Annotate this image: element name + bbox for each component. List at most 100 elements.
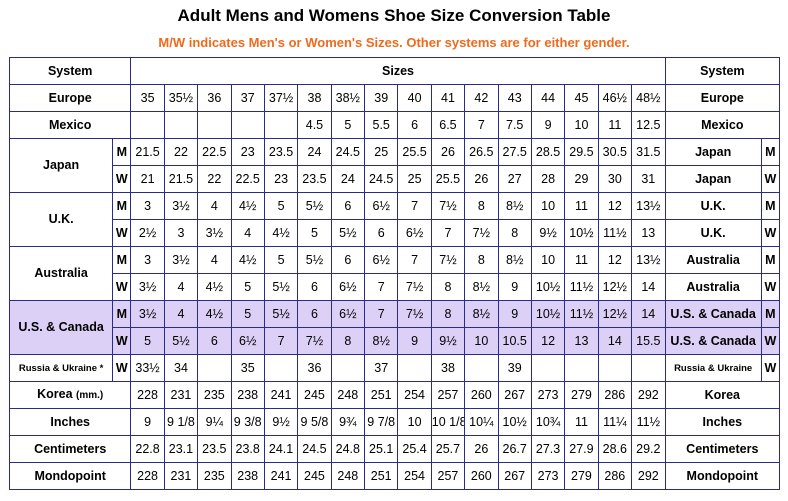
size-cell: 23.1 xyxy=(163,435,199,463)
size-cell: 9 xyxy=(497,273,532,301)
size-cell: 25.5 xyxy=(430,165,466,193)
size-cell: 248 xyxy=(330,462,366,490)
gender-cell-right: W xyxy=(760,327,781,355)
size-cell: 8 xyxy=(497,219,532,247)
size-cell xyxy=(464,354,499,382)
size-cell: 22.5 xyxy=(230,165,265,193)
row-label: Korea (mm.) xyxy=(8,381,132,409)
size-cell: 46½ xyxy=(597,84,633,112)
size-cell xyxy=(631,354,666,382)
size-cell: 15.5 xyxy=(631,327,666,355)
size-cell: 267 xyxy=(497,462,532,490)
size-cell: 3½ xyxy=(163,192,199,220)
size-cell: 9 7/8 xyxy=(364,408,399,436)
table-row: Mondopoint 228 231 235 238 241 245 248 251 254 257… xyxy=(8,462,781,490)
size-cell: 4 xyxy=(197,246,232,274)
size-cell: 22 xyxy=(197,165,232,193)
size-cell: 14 xyxy=(597,327,633,355)
size-cell: 11 xyxy=(564,408,599,436)
size-cell: 6 xyxy=(297,273,332,301)
size-cell: 8½ xyxy=(464,300,499,328)
size-cell: 10½ xyxy=(530,273,566,301)
size-cell: 22.5 xyxy=(197,138,232,166)
size-cell: 24.5 xyxy=(297,435,332,463)
size-cell xyxy=(530,354,566,382)
size-cell: 25.1 xyxy=(364,435,399,463)
size-cell: 5½ xyxy=(297,246,332,274)
row-label-right: U.S. & Canada xyxy=(664,300,762,328)
size-cell: 28.6 xyxy=(597,435,633,463)
size-cell: 5 xyxy=(263,192,299,220)
size-cell: 10½ xyxy=(497,408,532,436)
size-cell: 8 xyxy=(330,327,366,355)
page-title: Adult Mens and Womens Shoe Size Conversi… xyxy=(177,6,611,25)
size-cell: 37½ xyxy=(263,84,299,112)
size-cell: 4 xyxy=(197,192,232,220)
size-cell: 23 xyxy=(263,165,299,193)
table-row: W 2½ 3 3½ 4 4½ 5 5½ 6 6½ 7 7½ 8 9½ 10½ 11½ 13 U.K. W xyxy=(10,219,781,247)
size-cell: 38½ xyxy=(330,84,366,112)
row-label-right: Korea xyxy=(664,381,781,409)
size-cell: 21.5 xyxy=(163,165,199,193)
size-cell: 8½ xyxy=(464,273,499,301)
gender-cell-right: W xyxy=(760,165,781,193)
size-cell: 25 xyxy=(397,165,432,193)
size-cell: 11 xyxy=(564,246,599,274)
size-cell: 6 xyxy=(197,327,232,355)
row-label: Russia & Ukraine * xyxy=(8,354,114,382)
table-row: Australia M 3 3½ 4 4½ 5 5½ 6 6½ 7 7½ 8 8½ 10 11 12 13½ Aus… xyxy=(8,246,781,301)
size-cell: 257 xyxy=(430,462,466,490)
size-cell: 10 xyxy=(530,246,566,274)
size-cell: 4½ xyxy=(230,246,265,274)
size-cell: 37 xyxy=(364,354,399,382)
size-cell: 29 xyxy=(564,165,599,193)
size-cell: 279 xyxy=(564,381,599,409)
size-cell: 33½ xyxy=(130,354,165,382)
size-cell: 9½ xyxy=(430,327,466,355)
size-cell: 28.5 xyxy=(530,138,566,166)
size-cell: 241 xyxy=(263,381,299,409)
size-cell: 41 xyxy=(430,84,466,112)
gender-cell: M xyxy=(112,192,132,220)
size-cell: 38 xyxy=(297,84,332,112)
size-cell xyxy=(263,354,299,382)
size-cell: 5 xyxy=(230,300,265,328)
size-cell: 9½ xyxy=(263,408,299,436)
size-cell: 10 xyxy=(564,111,599,139)
size-cell: 292 xyxy=(631,381,666,409)
gender-cell: W xyxy=(112,327,132,355)
row-label: Inches xyxy=(8,408,132,436)
size-cell xyxy=(130,111,165,139)
size-cell: 5 xyxy=(230,273,265,301)
size-cell: 10¾ xyxy=(530,408,566,436)
size-cell: 6½ xyxy=(230,327,265,355)
row-label-text: Korea xyxy=(37,387,73,401)
size-cell: 7.5 xyxy=(497,111,532,139)
table-row: U.S. & Canada M 3½ 4 4½ 5 5½ 6 6½ 7 7½ 8 8½ 9 10½ 11½ 12… xyxy=(8,300,781,355)
size-cell: 31 xyxy=(631,165,666,193)
gender-cell: M xyxy=(112,300,132,328)
gender-cell-right: W xyxy=(760,219,781,247)
page-subtitle: M/W indicates Men's or Women's Sizes. Ot… xyxy=(158,35,630,50)
size-cell: 25.7 xyxy=(430,435,466,463)
size-cell: 6½ xyxy=(397,219,432,247)
size-cell: 3½ xyxy=(130,300,165,328)
size-cell: 7 xyxy=(364,273,399,301)
size-cell: 14 xyxy=(631,273,666,301)
size-cell: 3 xyxy=(130,192,165,220)
size-cell: 8 xyxy=(430,273,466,301)
sizes-header: Sizes xyxy=(130,57,666,85)
size-cell: 4 xyxy=(230,219,265,247)
gender-cell-right: M xyxy=(760,138,781,166)
row-label-unit: (mm.) xyxy=(76,390,104,401)
size-cell: 5 xyxy=(297,219,332,247)
row-label-text: Inches xyxy=(50,414,90,429)
size-cell: 6.5 xyxy=(430,111,466,139)
size-cell: 29.5 xyxy=(564,138,599,166)
size-cell: 6½ xyxy=(330,300,366,328)
size-cell: 12 xyxy=(597,192,633,220)
size-cell: 26 xyxy=(430,138,466,166)
size-cell: 8½ xyxy=(497,246,532,274)
size-cell: 24.5 xyxy=(330,138,366,166)
size-cell xyxy=(397,354,432,382)
